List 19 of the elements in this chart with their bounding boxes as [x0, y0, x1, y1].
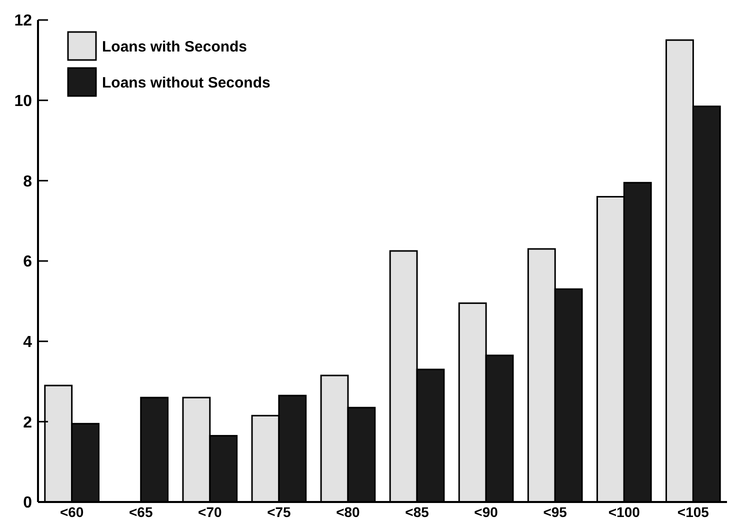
x-tick-label: <90	[474, 504, 498, 520]
y-tick-label: 12	[14, 12, 32, 30]
y-tick-label: 8	[23, 173, 32, 190]
x-tick-label: <100	[608, 504, 640, 520]
y-tick-label: 10	[14, 92, 32, 110]
x-tick-label: <105	[677, 504, 710, 520]
x-tick-label: <75	[267, 504, 292, 520]
x-tick-label: <85	[405, 504, 430, 520]
y-tick-label: 6	[23, 254, 32, 271]
x-tick-label: <65	[128, 504, 153, 520]
y-tick-label: 4	[23, 334, 32, 351]
legend-label: Loans without Seconds	[102, 74, 270, 92]
x-tick-label: <70	[198, 504, 222, 520]
x-tick-label: <80	[336, 504, 360, 520]
y-tick-label: 0	[23, 494, 32, 512]
legend-label: Loans with Seconds	[102, 38, 248, 56]
x-tick-label: <95	[543, 504, 568, 520]
x-tick-label: <60	[60, 504, 84, 520]
y-tick-label: 2	[23, 414, 32, 432]
